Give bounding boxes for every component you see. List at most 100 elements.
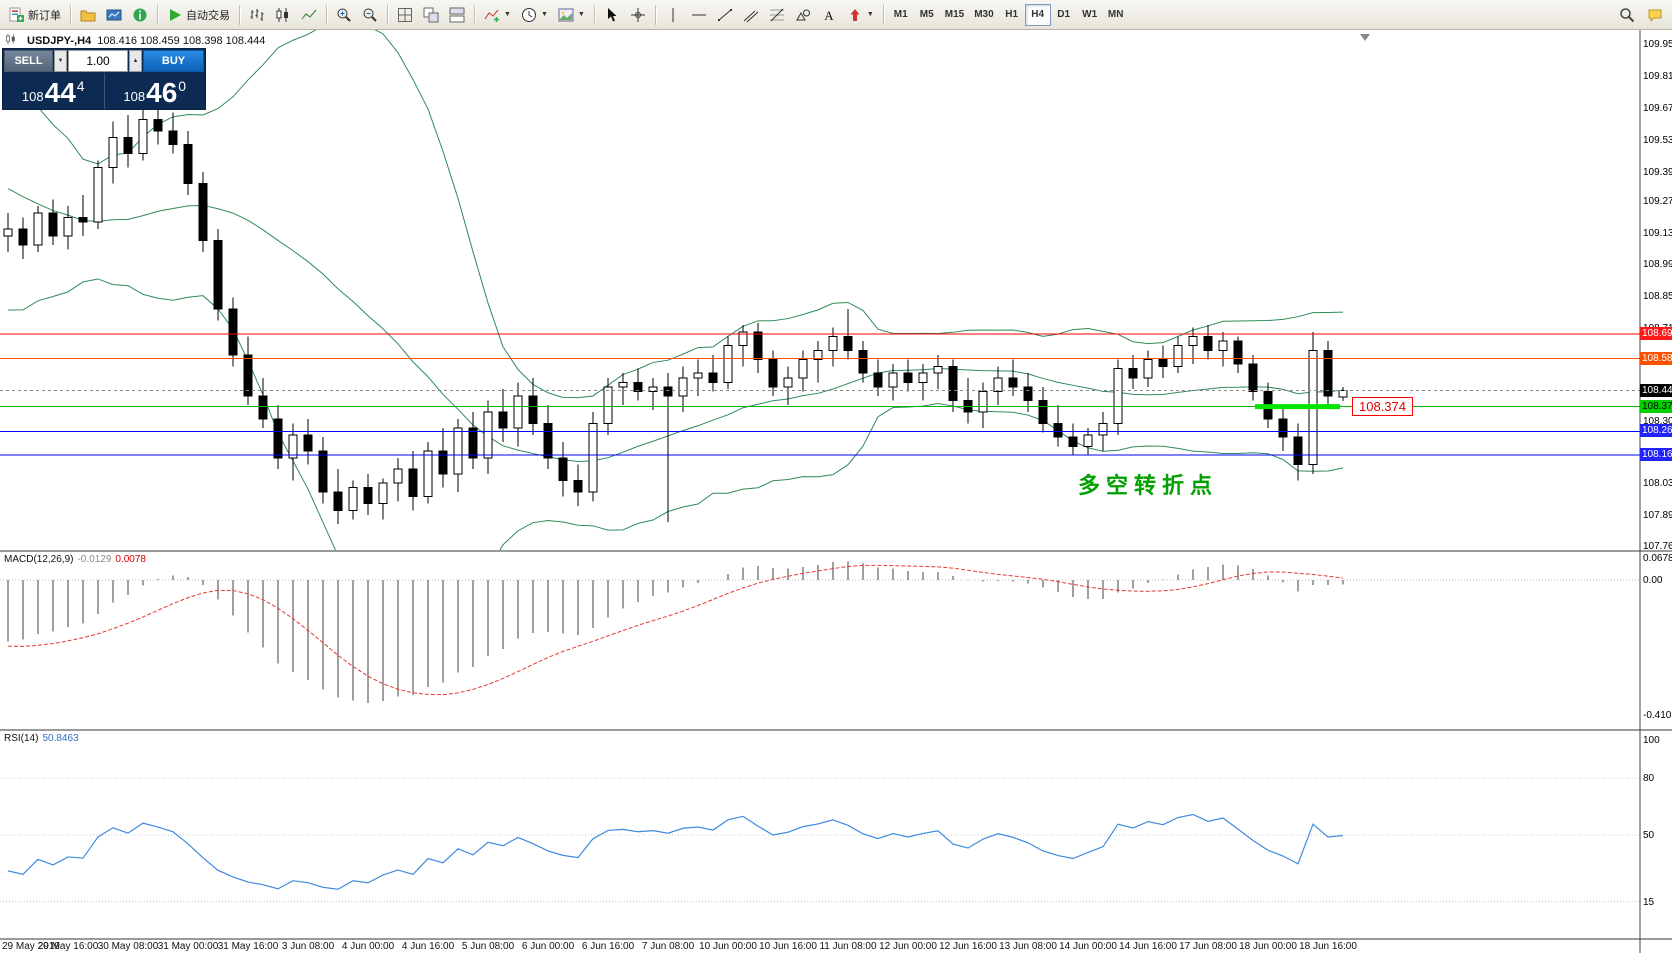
chart-icon [5, 33, 21, 49]
chart-canvas[interactable] [0, 30, 1672, 953]
equidistant-channel-button[interactable] [738, 3, 764, 27]
arrange-windows-button[interactable] [444, 3, 470, 27]
shapes-button[interactable] [790, 3, 816, 27]
tile-icon [449, 7, 465, 23]
neworder-icon [9, 7, 25, 23]
cursor-icon [604, 7, 620, 23]
fibonacci-button[interactable] [764, 3, 790, 27]
data-window-button[interactable] [127, 3, 153, 27]
ohlc-values: 108.416 108.459 108.398 108.444 [97, 35, 266, 47]
templates-button[interactable]: ▼ [553, 3, 590, 27]
chevron-up-icon: ▲ [132, 58, 139, 64]
text-button[interactable]: A [816, 3, 842, 27]
zoomout-icon [362, 7, 378, 23]
ask-base: 108 [123, 89, 146, 104]
toolbar-separator [239, 4, 240, 25]
trendline-button[interactable] [712, 3, 738, 27]
info-icon [132, 7, 148, 23]
timeframe-h1-button[interactable]: H1 [999, 4, 1025, 26]
timeframe-d1-button[interactable]: D1 [1051, 4, 1077, 26]
chart-shift-marker [1360, 34, 1370, 41]
rsi-name: RSI(14) [4, 733, 39, 744]
line-chart-mode-button[interactable] [296, 3, 322, 27]
chart-title: USDJPY-,H4 108.416 108.459 108.398 108.4… [5, 33, 265, 49]
svg-text:A: A [824, 8, 834, 23]
chevron-down-icon: ▼ [866, 11, 874, 18]
indicator-icon [484, 7, 500, 23]
candlestick-mode-button[interactable] [270, 3, 296, 27]
chart-window: USDJPY-,H4 108.416 108.459 108.398 108.4… [0, 30, 1672, 953]
autotrading-label: 自动交易 [186, 9, 230, 22]
vertical-line-button[interactable] [660, 3, 686, 27]
toolbar-separator [593, 4, 595, 25]
crosshair-icon [630, 7, 646, 23]
lot-size-input[interactable] [68, 50, 128, 72]
fibo-icon [769, 7, 785, 23]
price-callout[interactable]: 108.374 [1352, 397, 1413, 416]
tile-windows-button[interactable] [392, 3, 418, 27]
macd-main-value: -0.0129 [77, 554, 112, 565]
arrows-button[interactable]: ▼ [842, 3, 879, 27]
timeframe-h4-button[interactable]: H4 [1024, 3, 1051, 26]
cascade-icon [423, 7, 439, 23]
toolbar-left-groups: 新订单 自动交易 ▼ ▼ ▼ A ▼ M1 M5 M15 M30 H1 H4 D1 W1 MN [4, 0, 1614, 29]
toolbar-right-groups [1614, 3, 1668, 27]
chevron-down-icon: ▼ [540, 11, 548, 18]
macd-name: MACD(12,26,9) [4, 554, 74, 565]
timeframe-m30-button[interactable]: M30 [969, 4, 998, 26]
new-order-label: 新订单 [28, 9, 61, 22]
toolbar-separator [326, 4, 327, 25]
lot-increase-button[interactable]: ▲ [129, 50, 142, 72]
toolbar-separator [474, 4, 475, 25]
zoomin-icon [336, 7, 352, 23]
macd-signal-value: 0.0078 [115, 554, 146, 565]
trade-buttons-row: SELL ▼ ▲ BUY [3, 49, 205, 73]
timeframe-mn-button[interactable]: MN [1103, 4, 1129, 26]
toolbar-separator [882, 4, 884, 25]
cursor-button[interactable] [599, 3, 625, 27]
charts-profile-button[interactable] [75, 3, 101, 27]
lot-dropdown-button[interactable]: ▼ [54, 50, 67, 72]
bid-big-digits: 44 [44, 77, 76, 108]
crosshair-button[interactable] [625, 3, 651, 27]
channel-icon [743, 7, 759, 23]
toolbar-separator [70, 4, 71, 25]
community-chat-button[interactable] [1642, 3, 1668, 27]
bid-pip-digit: 4 [76, 78, 85, 94]
sell-button[interactable]: SELL [4, 50, 53, 72]
macd-indicator-label: MACD(12,26,9) -0.0129 0.0078 [4, 554, 146, 565]
timeframe-m1-button[interactable]: M1 [888, 4, 914, 26]
candles-icon [275, 7, 291, 23]
periods-button[interactable]: ▼ [516, 3, 553, 27]
cascade-windows-button[interactable] [418, 3, 444, 27]
trade-prices-row: 108 44 4 108 46 0 [3, 73, 205, 109]
annotation-text[interactable]: 多空转折点 [1078, 473, 1219, 498]
bid-price[interactable]: 108 44 4 [3, 73, 104, 109]
new-order-button[interactable]: 新订单 [4, 3, 66, 27]
buy-button[interactable]: BUY [143, 50, 204, 72]
chat-icon [1647, 7, 1663, 23]
zoom-in-button[interactable] [331, 3, 357, 27]
clock-icon [521, 7, 537, 23]
autotrading-button[interactable]: 自动交易 [162, 3, 235, 27]
rsi-value: 50.8463 [42, 733, 79, 744]
timeframe-w1-button[interactable]: W1 [1077, 4, 1103, 26]
ask-price[interactable]: 108 46 0 [105, 73, 206, 109]
watch-icon [106, 7, 122, 23]
bar-chart-mode-button[interactable] [244, 3, 270, 27]
play-icon [167, 7, 183, 23]
market-watch-button[interactable] [101, 3, 127, 27]
textA-icon: A [821, 7, 837, 23]
timeframe-m5-button[interactable]: M5 [914, 4, 940, 26]
linechart-icon [301, 7, 317, 23]
search-button[interactable] [1614, 3, 1640, 27]
zoom-out-button[interactable] [357, 3, 383, 27]
shapes-icon [795, 7, 811, 23]
timeframe-m15-button[interactable]: M15 [940, 4, 969, 26]
indicators-button[interactable]: ▼ [479, 3, 516, 27]
toolbar: 新订单 自动交易 ▼ ▼ ▼ A ▼ M1 M5 M15 M30 H1 H4 D1 W1 MN [0, 0, 1672, 30]
arrows-icon [847, 7, 863, 23]
chevron-down-icon: ▼ [57, 58, 64, 64]
folder-icon [80, 7, 96, 23]
horizontal-line-button[interactable] [686, 3, 712, 27]
